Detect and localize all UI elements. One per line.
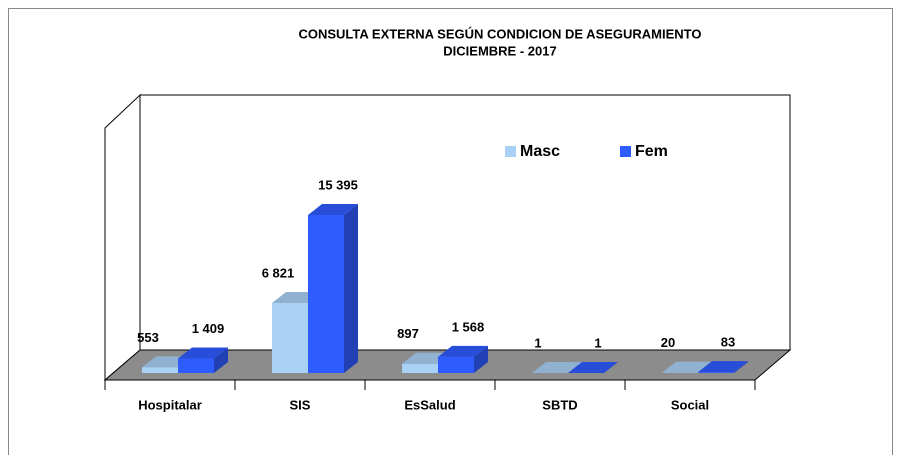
bar-top (698, 361, 748, 373)
bar (142, 367, 178, 373)
data-label: 1 568 (452, 319, 485, 334)
legend-label: Fem (635, 143, 668, 160)
chart-title: CONSULTA EXTERNA SEGÚN CONDICION DE ASEG… (298, 26, 701, 41)
bar-side (214, 347, 228, 373)
bar (698, 372, 734, 373)
bar-side (604, 361, 618, 373)
x-tick-label: EsSalud (404, 397, 455, 412)
legend-swatch (620, 146, 631, 157)
x-tick-label: Hospitalar (138, 397, 202, 412)
x-tick-label: SBTD (542, 397, 577, 412)
side-wall (104, 93, 141, 382)
x-tick-label: Social (671, 397, 709, 412)
bar-side (474, 345, 488, 373)
bar-top (662, 361, 712, 373)
bar (178, 358, 214, 373)
data-label: 20 (661, 335, 675, 350)
bar-side (734, 361, 748, 373)
bar (308, 215, 344, 373)
data-label: 1 (594, 335, 601, 350)
data-label: 553 (137, 330, 159, 345)
bar-top (308, 204, 358, 215)
bar-top (532, 361, 582, 373)
legend-label: Masc (520, 143, 560, 160)
chart-subtitle: DICIEMBRE - 2017 (443, 43, 556, 58)
data-label: 83 (721, 335, 735, 350)
x-tick-label: SIS (290, 397, 311, 412)
data-label: 1 409 (192, 321, 225, 336)
bar-top (568, 361, 618, 373)
legend-swatch (505, 146, 516, 157)
bar (272, 302, 308, 373)
data-label: 15 395 (318, 177, 358, 192)
data-label: 1 (534, 335, 541, 350)
data-label: 6 821 (262, 265, 295, 280)
data-label: 897 (397, 326, 419, 341)
bar-side (344, 204, 358, 373)
bar-top (438, 345, 488, 357)
back-wall (139, 94, 791, 351)
bar (402, 363, 438, 373)
bar (438, 356, 474, 373)
bar-top (178, 347, 228, 359)
